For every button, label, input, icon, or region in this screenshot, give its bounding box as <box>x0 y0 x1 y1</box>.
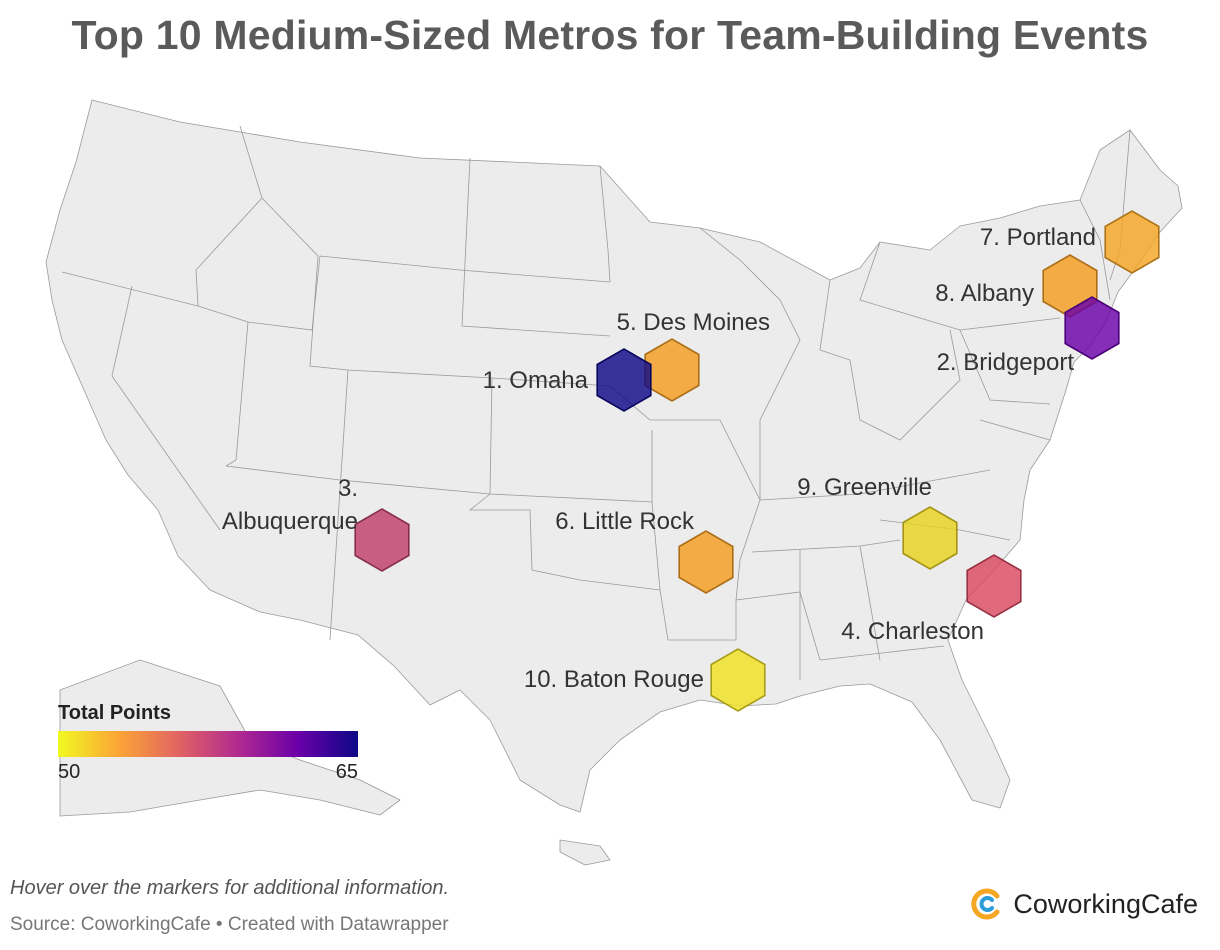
marker-rank-2[interactable] <box>1064 296 1120 360</box>
source-line: Source: CoworkingCafe • Created with Dat… <box>10 914 449 935</box>
metro-markers[interactable] <box>354 210 1160 712</box>
marker-rank-4[interactable] <box>966 554 1022 618</box>
metro-labels: 1. Omaha 2. Bridgeport 3. Albuquerque 4. Cha… <box>222 224 1096 693</box>
legend-ticks: 50 65 <box>58 761 358 784</box>
marker-rank-5[interactable] <box>644 338 700 402</box>
hawaii-shape <box>559 839 611 866</box>
marker-label-rank-2: 2. Bridgeport <box>937 349 1075 376</box>
marker-rank-7[interactable] <box>1104 210 1160 274</box>
marker-label-rank-8: 8. Albany <box>935 280 1034 307</box>
marker-rank-9[interactable] <box>902 506 958 570</box>
brand-name: CoworkingCafe <box>1013 888 1198 919</box>
marker-label-rank-5: 5. Des Moines <box>617 309 770 336</box>
brand-logo[interactable]: CoworkingCafe <box>971 888 1198 920</box>
contiguous-us-shape <box>45 99 1183 813</box>
marker-rank-6[interactable] <box>678 530 734 594</box>
marker-label-rank-4: 4. Charleston <box>841 618 984 645</box>
map-title: Top 10 Medium-Sized Metros for Team-Buil… <box>71 12 1149 58</box>
legend-max-label: 65 <box>335 761 358 783</box>
marker-label-rank-9: 9. Greenville <box>797 474 932 501</box>
marker-label-rank-7: 7. Portland <box>980 224 1096 251</box>
marker-rank-1[interactable] <box>596 348 652 412</box>
marker-label-rank-6: 6. Little Rock <box>555 508 695 535</box>
coworkingcafe-logo-icon <box>971 888 1000 920</box>
legend-color-scale <box>58 731 358 757</box>
color-legend: Total Points 50 65 <box>58 702 358 784</box>
marker-label-rank-3: Albuquerque <box>222 508 358 535</box>
legend-min-label: 50 <box>58 761 81 783</box>
marker-rank-10[interactable] <box>710 648 766 712</box>
state-borders <box>61 125 1131 680</box>
marker-label-rank-3: 3. <box>338 475 358 502</box>
legend-title: Total Points <box>58 702 171 724</box>
marker-label-rank-10: 10. Baton Rouge <box>524 666 704 693</box>
marker-label-rank-1: 1. Omaha <box>483 367 589 394</box>
hover-note: Hover over the markers for additional in… <box>10 877 450 899</box>
marker-rank-3[interactable] <box>354 508 410 572</box>
